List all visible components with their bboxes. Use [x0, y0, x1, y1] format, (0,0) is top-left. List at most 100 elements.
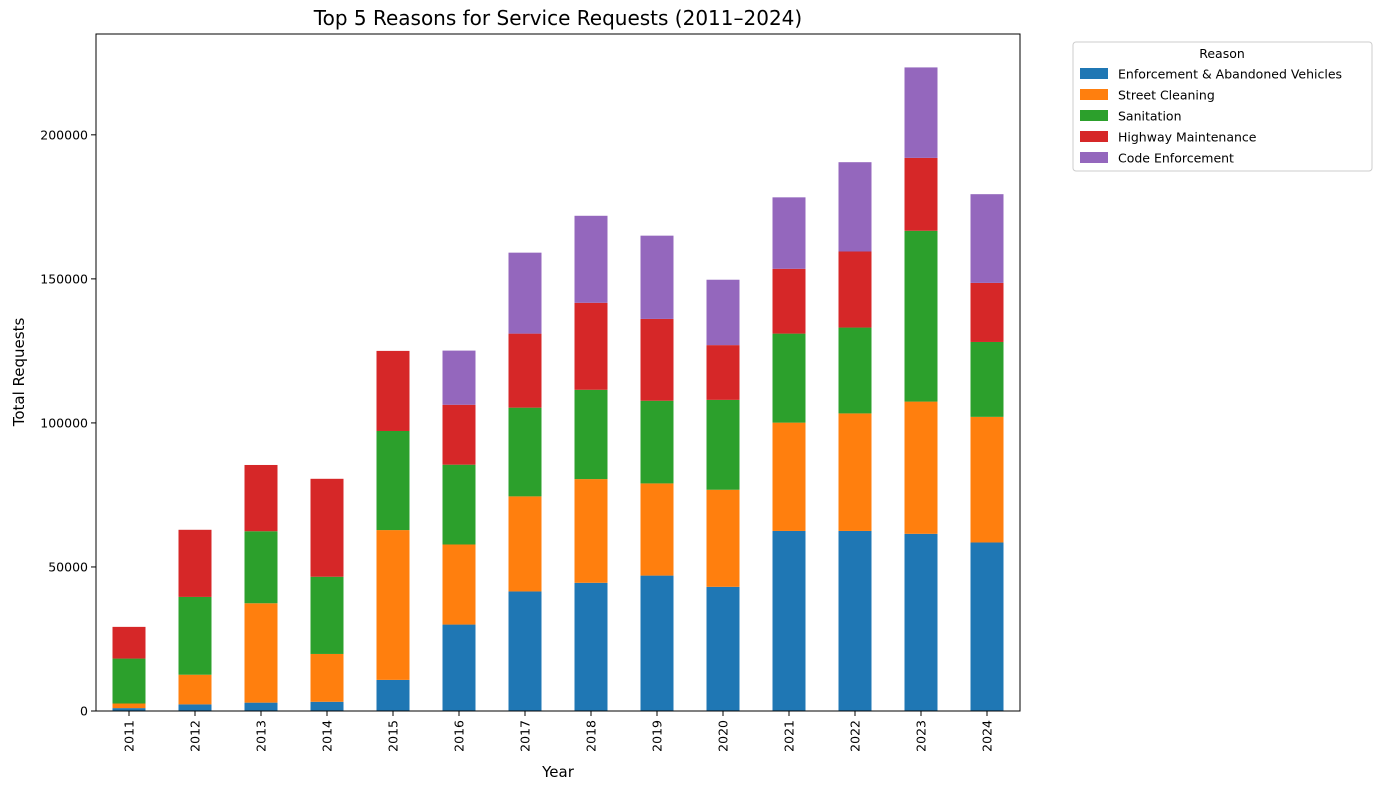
bar-2015-series-1	[376, 530, 410, 680]
x-tick-label-2013: 2013	[254, 720, 269, 752]
bar-2016-series-2	[442, 464, 476, 545]
bar-2022-series-2	[838, 327, 872, 414]
x-tick-label-2014: 2014	[320, 720, 335, 752]
bar-2024-series-4	[970, 194, 1004, 283]
bar-2015-series-2	[376, 430, 410, 531]
x-tick-label-2011: 2011	[122, 720, 137, 752]
legend-swatch-1	[1080, 89, 1108, 100]
bar-2023-series-0	[904, 533, 938, 711]
bar-2018-series-2	[574, 389, 608, 480]
bar-2014-series-3	[310, 478, 344, 577]
bar-2017-series-3	[508, 333, 542, 408]
legend-label-2: Sanitation	[1118, 109, 1182, 124]
x-tick-label-2021: 2021	[782, 720, 797, 752]
x-axis-label: Year	[541, 763, 575, 781]
y-tick-label: 50000	[48, 559, 88, 574]
bar-2020-series-3	[706, 345, 740, 400]
bar-2016-series-0	[442, 624, 476, 711]
bar-2024-series-0	[970, 542, 1004, 711]
bar-2020-series-0	[706, 586, 740, 711]
bar-2024-series-1	[970, 416, 1004, 543]
bar-2015-series-0	[376, 679, 410, 711]
bar-2018-series-3	[574, 302, 608, 390]
x-tick-label-2024: 2024	[980, 720, 995, 752]
x-tick-label-2012: 2012	[188, 720, 203, 752]
bar-2019-series-2	[640, 400, 674, 484]
bar-2020-series-1	[706, 489, 740, 587]
bar-2024-series-2	[970, 341, 1004, 417]
bar-2020-series-4	[706, 279, 740, 346]
x-tick-label-2019: 2019	[650, 720, 665, 752]
bar-2012-series-2	[178, 596, 212, 675]
legend-swatch-4	[1080, 152, 1108, 163]
bar-2014-series-0	[310, 701, 344, 711]
y-tick-label: 150000	[40, 271, 88, 286]
legend-title: Reason	[1199, 46, 1245, 61]
x-tick-label-2016: 2016	[452, 720, 467, 752]
bar-2017-series-2	[508, 407, 542, 497]
bar-2011-series-1	[112, 703, 146, 709]
x-tick-label-2022: 2022	[848, 720, 863, 752]
bar-2019-series-0	[640, 575, 674, 711]
x-tick-label-2015: 2015	[386, 720, 401, 752]
legend-swatch-0	[1080, 68, 1108, 79]
x-tick-label-2018: 2018	[584, 720, 599, 752]
bar-2013-series-1	[244, 603, 278, 703]
legend-label-4: Code Enforcement	[1118, 151, 1234, 166]
y-axis: 0 50000 100000 150000 200000	[40, 127, 96, 719]
legend-swatch-3	[1080, 131, 1108, 142]
bar-2017-series-1	[508, 496, 542, 592]
x-tick-label-2017: 2017	[518, 720, 533, 752]
x-tick-label-2023: 2023	[914, 720, 929, 752]
bar-2011-series-2	[112, 658, 146, 704]
bar-2019-series-1	[640, 483, 674, 576]
legend-label-1: Street Cleaning	[1118, 88, 1215, 103]
bar-2022-series-3	[838, 251, 872, 328]
bar-2012-series-1	[178, 674, 212, 705]
bar-2021-series-3	[772, 268, 806, 334]
bar-2015-series-3	[376, 350, 410, 431]
bar-2016-series-1	[442, 544, 476, 625]
bar-2021-series-1	[772, 422, 806, 531]
bars-group	[112, 67, 1004, 711]
legend-label-3: Highway Maintenance	[1118, 130, 1257, 145]
bar-2012-series-0	[178, 704, 212, 711]
bar-2011-series-0	[112, 708, 146, 711]
bar-2019-series-4	[640, 235, 674, 319]
bar-2013-series-3	[244, 464, 278, 532]
bar-2013-series-0	[244, 702, 278, 711]
bar-2023-series-3	[904, 157, 938, 231]
y-tick-label: 200000	[40, 127, 88, 142]
bar-2023-series-1	[904, 401, 938, 534]
bar-2011-series-3	[112, 626, 146, 659]
bar-2023-series-2	[904, 230, 938, 402]
bar-2020-series-2	[706, 399, 740, 490]
x-axis: 2011 2012 2013 2014 2015 2016 2017 2018 2019 2020…	[122, 711, 995, 752]
y-axis-label: Total Requests	[10, 318, 28, 428]
bar-2016-series-3	[442, 404, 476, 465]
bar-2023-series-4	[904, 67, 938, 158]
bar-2018-series-0	[574, 582, 608, 711]
legend-swatch-2	[1080, 110, 1108, 121]
y-tick-label: 0	[80, 704, 88, 719]
bar-2017-series-4	[508, 252, 542, 334]
legend-frame	[1072, 41, 1373, 172]
bar-2018-series-1	[574, 479, 608, 583]
bar-2014-series-2	[310, 576, 344, 654]
x-tick-label-2020: 2020	[716, 720, 731, 752]
legend-items: Enforcement & Abandoned Vehicles Street C…	[1080, 67, 1342, 166]
bar-2024-series-3	[970, 282, 1004, 342]
bar-2019-series-3	[640, 318, 674, 401]
bar-2017-series-0	[508, 591, 542, 711]
bar-2022-series-0	[838, 530, 872, 711]
y-tick-label: 100000	[40, 415, 88, 430]
bar-2018-series-4	[574, 215, 608, 303]
bar-2022-series-4	[838, 162, 872, 252]
bar-2012-series-3	[178, 529, 212, 597]
legend-label-0: Enforcement & Abandoned Vehicles	[1118, 67, 1342, 82]
bar-2021-series-4	[772, 197, 806, 269]
chart-title: Top 5 Reasons for Service Requests (2011…	[313, 6, 802, 30]
bar-2016-series-4	[442, 350, 476, 405]
bar-2014-series-1	[310, 653, 344, 702]
